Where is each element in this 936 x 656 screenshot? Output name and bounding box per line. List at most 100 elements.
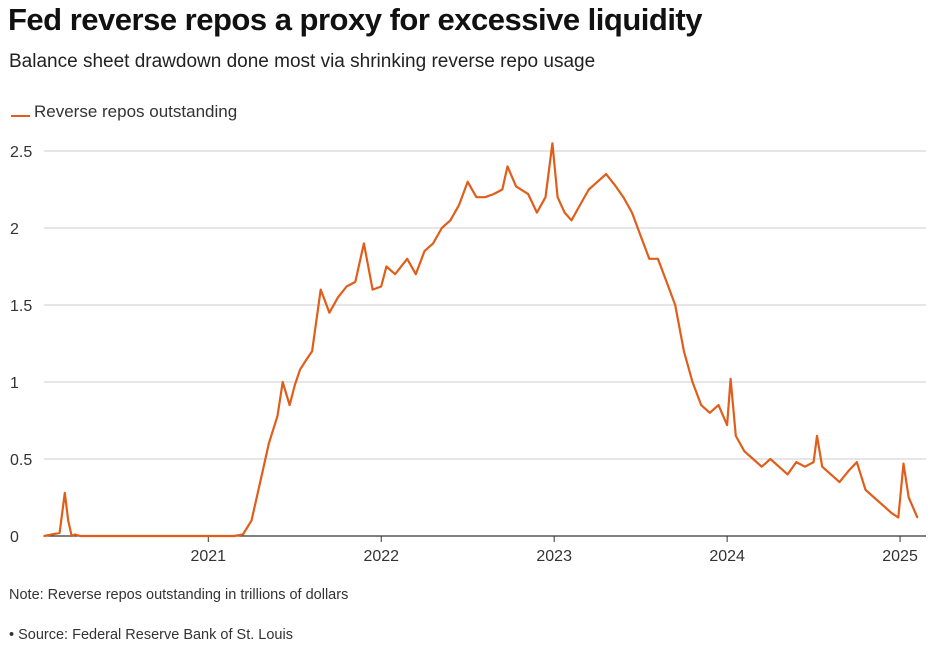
data-point — [371, 288, 374, 291]
data-point — [311, 350, 313, 352]
data-point — [556, 196, 559, 198]
y-tick-label: 2.5 — [10, 144, 32, 161]
chart-source: • Source: Federal Reserve Bank of St. Lo… — [9, 627, 293, 643]
data-point — [709, 412, 711, 414]
data-point — [492, 193, 495, 195]
x-tick-label: 2024 — [709, 548, 745, 565]
data-point — [544, 196, 547, 198]
data-point — [74, 533, 76, 536]
chart-subtitle: Balance sheet drawdown done most via shr… — [9, 51, 596, 72]
data-point — [881, 504, 884, 507]
data-point — [536, 211, 538, 214]
data-point — [605, 173, 607, 175]
data-point — [916, 516, 919, 519]
data-point — [394, 273, 396, 275]
data-point — [207, 535, 210, 537]
data-point — [440, 227, 443, 229]
data-point — [385, 265, 388, 268]
data-point — [319, 288, 322, 291]
data-point — [657, 258, 659, 260]
legend-label: Reverse repos outstanding — [34, 102, 238, 121]
data-point — [812, 461, 815, 463]
data-point — [449, 219, 452, 222]
data-point — [639, 234, 642, 237]
grid — [44, 150, 926, 537]
data-point — [804, 465, 806, 468]
y-tick-label: 0 — [10, 529, 19, 546]
data-point — [821, 465, 824, 468]
data-point — [406, 258, 408, 260]
data-point — [466, 181, 469, 183]
data-point — [570, 219, 573, 222]
x-tick-label: 2022 — [363, 548, 399, 565]
data-point — [665, 281, 668, 283]
data-point — [674, 304, 677, 306]
data-point — [726, 424, 728, 426]
y-tick-label: 2 — [10, 221, 19, 238]
data-point — [515, 185, 517, 188]
data-point — [700, 404, 702, 406]
data-point — [551, 142, 554, 145]
data-point — [121, 535, 123, 537]
data-point — [648, 258, 651, 260]
data-point — [506, 165, 509, 168]
data-point — [268, 442, 270, 445]
data-point — [587, 188, 590, 191]
data-point — [717, 404, 720, 406]
chart-legend: Reverse repos outstanding — [11, 102, 237, 122]
x-tick-label: 2021 — [190, 548, 226, 565]
data-point — [838, 481, 841, 483]
data-point — [683, 350, 685, 352]
data-point — [856, 461, 858, 463]
data-point — [873, 496, 875, 499]
chart-title: Fed reverse repos a proxy for excessive … — [8, 2, 703, 37]
data-point — [63, 492, 66, 494]
data-point — [363, 242, 365, 245]
series-line-reverse-repos — [43, 142, 919, 538]
data-point — [354, 281, 357, 283]
y-tick-label: 1.5 — [10, 298, 32, 315]
data-point — [907, 496, 910, 499]
data-point — [233, 535, 236, 537]
data-point — [86, 535, 89, 537]
data-point — [501, 188, 504, 191]
data-point — [306, 358, 308, 360]
data-point — [795, 461, 798, 463]
data-point — [830, 473, 832, 476]
data-point — [769, 458, 772, 460]
data-point — [172, 535, 175, 537]
y-tick-label: 1 — [10, 375, 19, 392]
data-point — [729, 378, 732, 380]
data-point — [337, 296, 339, 299]
data-point — [786, 473, 789, 476]
data-point — [432, 242, 434, 245]
x-tick-label: 2025 — [882, 548, 918, 565]
data-point — [79, 535, 82, 537]
data-point — [864, 489, 867, 491]
x-axis-ticks: 2021 2022 2023 2024 2025 — [190, 536, 918, 565]
data-point — [415, 273, 417, 275]
data-point — [752, 458, 754, 460]
y-axis-ticks: 0 0.5 1 1.5 2 2.5 — [10, 144, 32, 546]
data-point — [70, 535, 73, 537]
data-point — [276, 415, 279, 417]
data-point — [484, 196, 486, 198]
data-point — [380, 285, 383, 288]
data-point — [743, 450, 746, 453]
data-point — [631, 211, 633, 214]
x-tick-label: 2023 — [536, 548, 572, 565]
data-point — [760, 465, 763, 468]
data-point — [293, 384, 296, 386]
data-point — [563, 211, 566, 214]
data-point — [734, 435, 737, 437]
data-point — [778, 465, 780, 468]
data-point — [890, 512, 893, 514]
data-point — [58, 532, 61, 534]
data-point — [250, 519, 253, 522]
data-point — [816, 435, 818, 437]
y-tick-label: 0.5 — [10, 452, 32, 469]
legend-swatch — [11, 115, 30, 117]
data-point — [691, 381, 694, 383]
data-point — [475, 196, 478, 198]
data-point — [423, 250, 426, 252]
